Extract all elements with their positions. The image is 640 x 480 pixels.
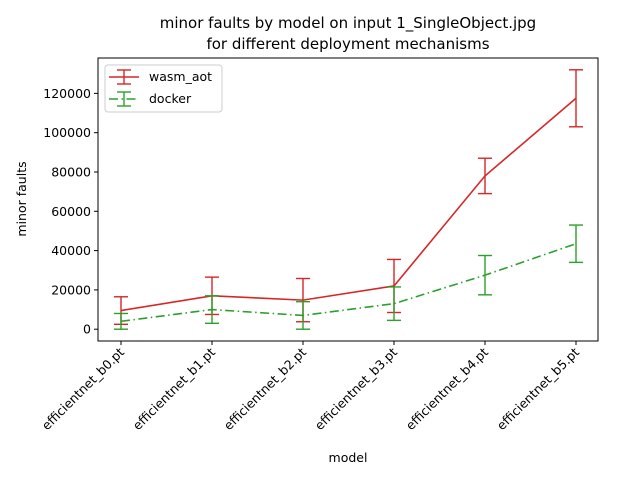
- chart-subtitle: for different deployment mechanisms: [206, 35, 489, 53]
- legend-entry-wasm-aot: [109, 69, 139, 85]
- y-axis-label: minor faults: [14, 161, 29, 236]
- series-line-wasm-aot: [120, 97, 577, 312]
- legend-label-wasm-aot: wasm_aot: [149, 69, 212, 84]
- x-tick-label: efficientnet_b1.pt: [130, 344, 219, 433]
- x-axis-label: model: [329, 450, 368, 465]
- y-tick-label: 100000: [43, 125, 91, 140]
- series-docker: [114, 224, 583, 330]
- legend: wasm_aot docker: [104, 64, 223, 113]
- y-tick-label: 80000: [51, 164, 91, 179]
- x-tick-label: efficientnet_b4.pt: [403, 344, 492, 433]
- chart-title: minor faults by model on input 1_SingleO…: [160, 14, 536, 33]
- series-layer: [114, 69, 583, 330]
- legend-entry-docker: [109, 91, 139, 107]
- y-tick-label: 0: [83, 322, 91, 337]
- series-wasm-aot: [114, 69, 583, 325]
- legend-label-docker: docker: [149, 91, 192, 106]
- x-tick-label: efficientnet_b0.pt: [39, 344, 128, 433]
- y-axis: 0 20000 40000 60000 80000 100000 120000: [43, 86, 98, 337]
- x-tick-label: efficientnet_b3.pt: [312, 344, 401, 433]
- y-tick-label: 120000: [43, 86, 91, 101]
- plot-area: [97, 57, 599, 342]
- y-tick-label: 40000: [51, 243, 91, 258]
- x-tick-label: efficientnet_b5.pt: [494, 344, 583, 433]
- y-tick-label: 60000: [51, 204, 91, 219]
- x-axis: efficientnet_b0.pt efficientnet_b1.pt effi…: [39, 341, 583, 433]
- y-tick-label: 20000: [51, 282, 91, 297]
- x-tick-label: efficientnet_b2.pt: [221, 344, 310, 433]
- series-line-docker: [120, 242, 577, 323]
